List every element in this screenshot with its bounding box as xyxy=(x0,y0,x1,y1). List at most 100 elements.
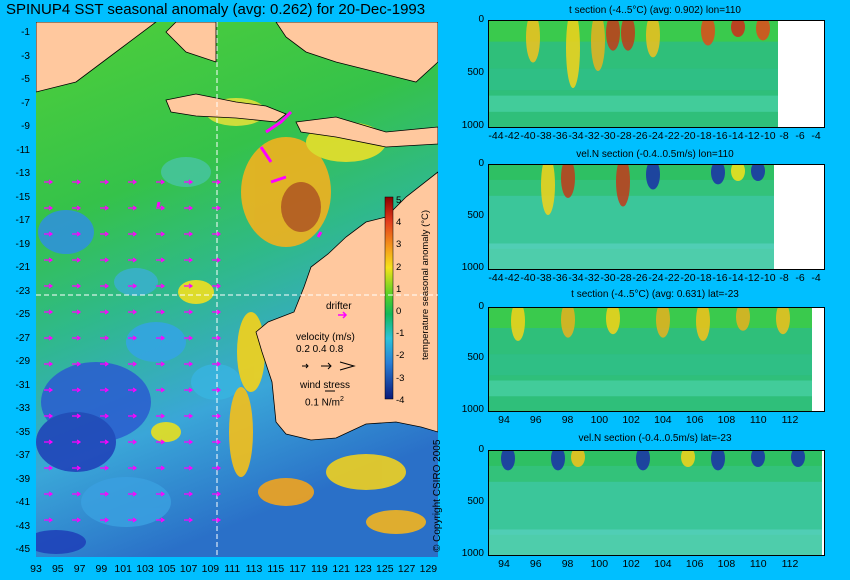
lat-tick: -9 xyxy=(21,121,30,132)
lon-tick: 105 xyxy=(158,563,176,575)
section-x-tick: -6 xyxy=(795,272,805,284)
lat-tick: -45 xyxy=(15,544,30,555)
section-x-tick: 108 xyxy=(717,558,736,570)
velocity-arrow xyxy=(44,491,54,497)
section-x-tick: -14 xyxy=(728,272,744,284)
lat-tick: -21 xyxy=(15,262,30,273)
velocity-arrow xyxy=(156,387,166,393)
velocity-arrow xyxy=(44,283,54,289)
lat-tick: -25 xyxy=(15,309,30,320)
section-x-tick: 94 xyxy=(498,558,510,570)
velocity-arrow xyxy=(128,335,138,341)
velocity-arrow xyxy=(100,179,110,185)
section-feature xyxy=(751,164,765,181)
lat-tick: -11 xyxy=(16,144,30,156)
velocity-arrow xyxy=(72,335,82,341)
colorbar-tick: -1 xyxy=(396,328,405,340)
lon-tick: 113 xyxy=(245,563,263,575)
section-x-tick: 100 xyxy=(590,558,609,570)
velocity-arrow xyxy=(44,257,54,263)
section-feature xyxy=(646,20,660,58)
velocity-arrow xyxy=(72,231,82,237)
section-feature xyxy=(731,164,745,181)
colorbar-tick: -3 xyxy=(396,372,405,384)
section-x-tick: 108 xyxy=(717,414,736,426)
section-x-tick: -28 xyxy=(616,272,632,284)
velocity-arrow xyxy=(100,335,110,341)
velocity-arrow xyxy=(72,439,82,445)
section-feature xyxy=(656,307,670,338)
section-y-tick: 0 xyxy=(478,158,484,169)
lon-tick: 95 xyxy=(51,563,64,575)
velocity-arrow xyxy=(128,439,138,445)
velocity-arrow xyxy=(156,309,166,315)
velocity-arrow xyxy=(212,257,222,263)
velocity-arrow xyxy=(184,361,194,367)
section-x-tick: 100 xyxy=(590,414,609,426)
section-band xyxy=(488,354,812,376)
section-plot xyxy=(488,164,825,270)
section-frame xyxy=(488,307,825,412)
lat-tick: -17 xyxy=(15,215,30,226)
section-feature xyxy=(696,307,710,341)
velocity-arrow xyxy=(128,517,138,523)
section-band xyxy=(488,529,822,556)
velocity-arrow xyxy=(212,205,222,211)
lon-tick: 123 xyxy=(354,563,372,575)
section-feature xyxy=(606,307,620,335)
lat-tick: -3 xyxy=(21,50,30,62)
section-title: vel.N section (-0.4..0.5m/s) lon=110 xyxy=(576,149,734,160)
velocity-arrow xyxy=(156,465,166,471)
lat-tick: -23 xyxy=(15,285,30,297)
section-frame xyxy=(488,450,825,556)
section-band xyxy=(488,95,778,112)
colorbar-tick: 4 xyxy=(396,217,402,229)
velocity-arrow xyxy=(184,257,194,263)
velocity-arrow xyxy=(184,439,194,445)
velocity-arrow xyxy=(100,439,110,445)
section-plot xyxy=(488,450,825,556)
section-x-tick: -22 xyxy=(664,272,680,284)
velocity-arrow xyxy=(72,309,82,315)
velocity-arrow xyxy=(100,517,110,523)
velocity-arrow xyxy=(156,179,166,185)
section-x-tick: 110 xyxy=(749,558,767,570)
velocity-arrow xyxy=(128,231,138,237)
section-x-tick: -8 xyxy=(779,272,789,284)
velocity-arrow xyxy=(128,205,138,211)
velocity-arrow xyxy=(156,439,166,445)
section-band xyxy=(488,68,778,91)
section-x-tick: -32 xyxy=(584,130,600,142)
velocity-legend-values: 0.2 0.4 0.8 xyxy=(296,344,344,355)
section-x-tick: -30 xyxy=(600,130,616,142)
section-y-tick: 1000 xyxy=(461,547,484,559)
velocity-arrow xyxy=(212,465,222,471)
section-x-tick: 112 xyxy=(781,414,799,426)
section-feature xyxy=(621,20,635,51)
lon-tick: 103 xyxy=(136,563,154,575)
velocity-vectors xyxy=(44,179,222,523)
section-x-tick: -14 xyxy=(728,130,744,142)
section-x-tick: -44 xyxy=(488,130,504,142)
lat-tick: -39 xyxy=(15,473,30,485)
velocity-arrow xyxy=(44,517,54,523)
section-band xyxy=(488,380,812,397)
drifter-label: drifter xyxy=(326,301,352,312)
section-x-tick: 102 xyxy=(622,558,640,570)
velocity-arrow xyxy=(72,465,82,471)
lon-tick: 115 xyxy=(267,563,285,575)
section-x-tick: -18 xyxy=(696,272,712,284)
section-x-tick: -10 xyxy=(760,272,776,284)
colorbar-tick: 0 xyxy=(396,306,402,317)
velocity-arrow xyxy=(72,205,82,211)
velocity-arrow xyxy=(100,387,110,393)
section-feature xyxy=(681,450,695,467)
section-frame xyxy=(488,20,825,128)
section-x-tick: -12 xyxy=(744,272,760,284)
velocity-arrow xyxy=(128,387,138,393)
map-title: SPINUP4 SST seasonal anomaly (avg: 0.262… xyxy=(6,1,426,18)
velocity-arrow xyxy=(44,361,54,367)
colorbar-tick: 1 xyxy=(396,283,402,295)
section-feature xyxy=(711,164,725,185)
section-band xyxy=(488,195,774,249)
